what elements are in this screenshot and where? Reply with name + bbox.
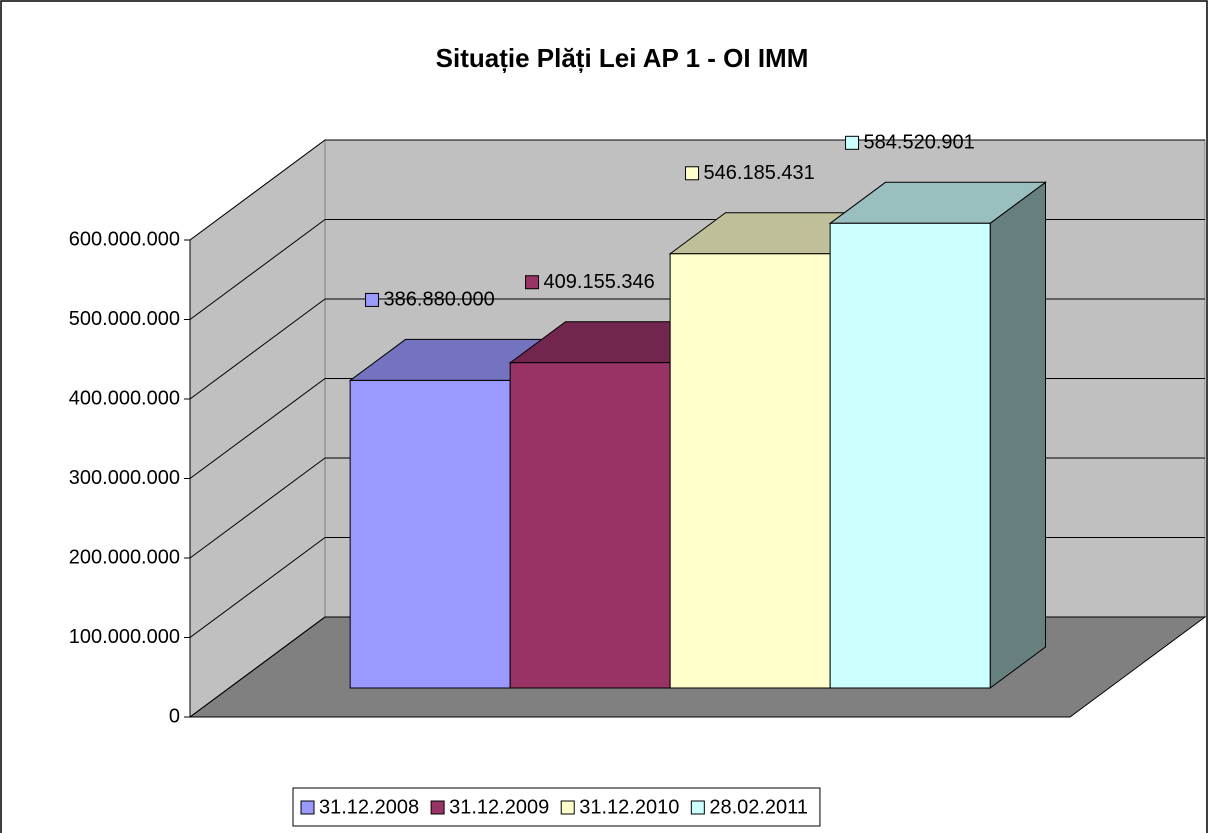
grid-line — [189, 219, 326, 320]
y-tick-label: 500.000.000 — [69, 308, 180, 330]
bar-front — [669, 253, 831, 689]
y-tick-label: 600.000.000 — [69, 228, 180, 250]
data-label: 584.520.901 — [864, 132, 975, 154]
legend-label: 31.12.2008 — [319, 796, 419, 818]
y-tick-label: 300.000.000 — [69, 467, 180, 489]
grid-line — [189, 537, 326, 638]
data-label-key — [845, 135, 860, 150]
chart-title: Situație Plăți Lei AP 1 - OI IMM — [436, 43, 809, 73]
grid-line — [189, 457, 326, 559]
legend-key — [300, 800, 315, 815]
data-label-key — [365, 292, 380, 307]
bar-front — [829, 222, 991, 689]
legend-label: 28.02.2011 — [709, 796, 808, 818]
data-label: 409.155.346 — [544, 271, 655, 293]
grid-line — [189, 139, 326, 241]
legend-key — [690, 800, 705, 815]
bar-side — [989, 181, 1046, 689]
legend-key — [560, 800, 575, 815]
grid-line — [189, 298, 326, 400]
y-tick-label: 400.000.000 — [69, 387, 180, 409]
y-tick-label: 0 — [169, 705, 180, 727]
bar — [828, 181, 1048, 689]
legend — [292, 787, 821, 827]
bar-front — [349, 379, 511, 689]
data-label: 546.185.431 — [704, 162, 815, 184]
data-label: 386.880.000 — [384, 289, 495, 311]
legend-label: 31.12.2010 — [579, 796, 679, 818]
y-tick-label: 200.000.000 — [69, 546, 180, 568]
data-label-key — [685, 166, 700, 181]
bar-front — [509, 362, 671, 689]
data-label-key — [525, 275, 540, 290]
y-tick-label: 100.000.000 — [69, 626, 180, 648]
grid-line — [189, 378, 326, 479]
grid-line — [189, 616, 326, 718]
legend-key — [430, 800, 445, 815]
legend-label: 31.12.2009 — [449, 796, 549, 818]
